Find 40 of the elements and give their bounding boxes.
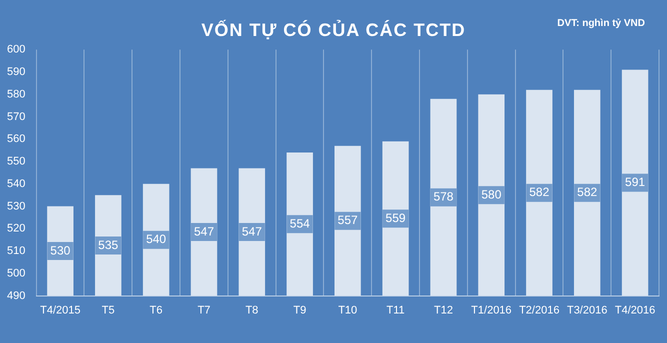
- x-tick-label: T4/2015: [40, 304, 80, 316]
- x-tick-label: T2/2016: [519, 304, 560, 316]
- data-label: 591: [625, 175, 646, 190]
- x-tick-label: T6: [150, 304, 163, 316]
- data-label: 559: [386, 210, 406, 225]
- y-tick-label: 570: [6, 110, 26, 123]
- data-label: 540: [146, 232, 166, 246]
- x-tick-label: T3/2016: [566, 304, 608, 316]
- data-label: 547: [194, 224, 214, 238]
- y-tick-label: 510: [6, 245, 26, 258]
- data-label: 557: [338, 213, 358, 228]
- y-tick-label: 550: [6, 156, 26, 168]
- x-tick-label: T1/2016: [471, 304, 512, 316]
- data-label: 530: [50, 243, 71, 258]
- x-tick-label: T7: [198, 304, 210, 316]
- y-tick-label: 530: [6, 200, 26, 212]
- x-tick-label: T5: [102, 304, 115, 316]
- x-tick-label: T11: [386, 304, 405, 316]
- y-tick-label: 500: [6, 267, 26, 280]
- y-tick-label: 540: [6, 178, 26, 190]
- x-tick-label: T8: [245, 304, 258, 316]
- data-label: 582: [529, 185, 550, 200]
- y-tick-label: 600: [6, 44, 26, 56]
- data-label: 580: [481, 187, 502, 202]
- data-label: 535: [98, 238, 119, 252]
- y-tick-label: 590: [6, 66, 26, 78]
- chart-title: VỐN TỰ CÓ CỦA CÁC TCTD: [201, 20, 466, 40]
- data-label: 582: [577, 185, 598, 200]
- text: DVT: nghìn tỷ VND: [557, 18, 645, 29]
- data-label: 578: [433, 190, 454, 204]
- y-tick-label: 560: [6, 133, 26, 146]
- x-tick-label: T10: [338, 304, 358, 316]
- y-tick-label: 520: [6, 222, 26, 235]
- data-label: 547: [242, 224, 262, 238]
- x-tick-label: T12: [434, 304, 453, 316]
- y-tick-label: 490: [6, 290, 26, 302]
- x-tick-label: T9: [293, 304, 306, 316]
- x-tick-label: T4/2016: [614, 304, 656, 316]
- data-label: 554: [290, 216, 310, 230]
- y-tick-label: 580: [6, 88, 26, 100]
